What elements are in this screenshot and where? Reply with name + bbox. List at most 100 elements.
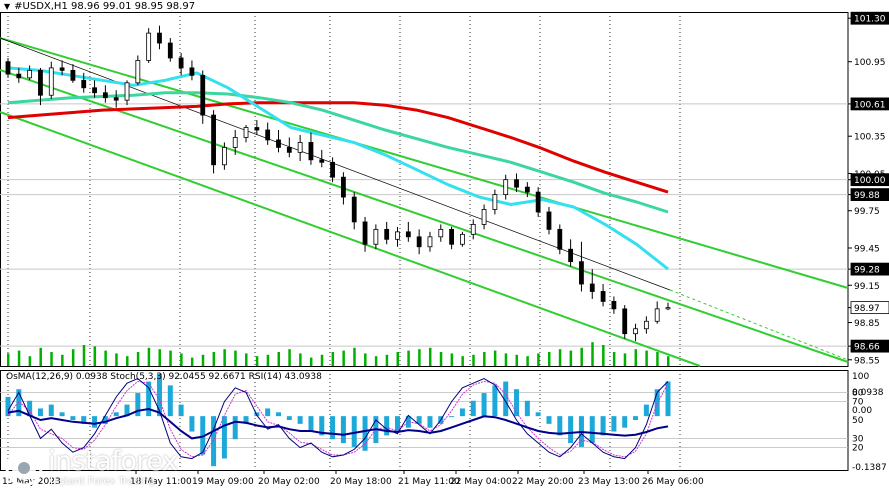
horizontal-levels (0, 103, 848, 347)
candle-body (124, 82, 130, 101)
osma-bar (589, 416, 595, 444)
osc-axis-label: 100 (852, 372, 869, 382)
candle-body (427, 236, 433, 248)
volume-bar (591, 342, 594, 366)
volume-bar (645, 350, 648, 366)
candle-body (492, 194, 498, 210)
candle-body (146, 32, 152, 61)
osma-bar (81, 416, 87, 424)
volume-bar (39, 347, 42, 366)
oscillator-panel (0, 373, 848, 467)
volume-bar (7, 353, 10, 366)
volume-bar (483, 352, 486, 366)
candle-body (546, 211, 552, 230)
volume-bar (61, 354, 64, 366)
price-tag (850, 339, 889, 353)
time-label: 22 May 04:00 (450, 477, 512, 487)
candle-body (470, 223, 476, 235)
price-tag-label: 100.61 (854, 100, 886, 110)
osma-bar (16, 389, 22, 417)
osma-bar (167, 385, 173, 417)
price-tag-label: 98.66 (854, 343, 880, 353)
osma-bar (70, 416, 76, 420)
price-tag-label: 99.88 (854, 191, 880, 201)
channel-line (0, 69, 849, 363)
candle-body (135, 60, 141, 84)
time-label: 20 May 02:00 (258, 477, 320, 487)
candle-body (654, 308, 660, 322)
osma-bar (243, 416, 249, 424)
volume-bar (569, 350, 573, 366)
volume-bar (580, 347, 583, 366)
price-tag (850, 301, 889, 315)
dropdown-arrow-icon[interactable]: ▼ (4, 2, 11, 11)
price-label: 100.95 (854, 58, 886, 68)
candle-body (665, 307, 671, 310)
osma-bar (189, 416, 195, 432)
osma-bar (654, 389, 660, 417)
candle-body (395, 231, 400, 240)
volume-bar (418, 349, 421, 366)
candle-body (189, 67, 195, 76)
time-label: 18 May 11:00 (130, 477, 192, 487)
osma-bar (600, 416, 606, 436)
volume-bar (428, 347, 432, 366)
osma-bar (622, 416, 628, 428)
time-label: 22 May 20:00 (512, 477, 574, 487)
candle-body (221, 146, 227, 166)
candle-body (579, 261, 584, 285)
price-tag-label: 98.97 (854, 304, 880, 314)
osma-bar (633, 416, 639, 420)
volume-bar (266, 354, 270, 366)
volume-bar (277, 352, 280, 366)
candle-body (330, 161, 335, 178)
volume-bar (299, 353, 302, 366)
osma-bar (340, 416, 346, 444)
candle-body (362, 221, 368, 245)
channel-line (0, 111, 701, 367)
volume-bars (7, 342, 670, 366)
candle-body (643, 320, 649, 330)
candle-body (308, 142, 314, 161)
ema-cyan-line (7, 66, 669, 271)
osma-bar (611, 416, 617, 432)
osma-bar (178, 404, 184, 417)
volume-bar (28, 356, 32, 366)
candle-body (460, 233, 465, 245)
volume-bar (396, 352, 400, 366)
candle-body (633, 328, 638, 335)
candle-body (70, 69, 76, 81)
candle-body (254, 127, 260, 131)
osma-bar (92, 416, 98, 428)
candle-body (276, 139, 281, 148)
osma-bar (405, 416, 411, 428)
osc-axis-label: 50 (852, 416, 864, 426)
volume-bar (201, 354, 205, 366)
volume-bar (623, 353, 627, 366)
candle-body (481, 209, 487, 225)
candle-body (373, 228, 379, 245)
osma-bar (265, 408, 271, 417)
candle-body (438, 228, 444, 238)
volume-bar (331, 352, 335, 366)
candle-body (232, 137, 238, 148)
rsi-line (7, 407, 669, 440)
logo-brand: instaforex (48, 446, 178, 477)
osma-bar (557, 416, 563, 436)
osma-bar (395, 416, 401, 432)
candle-body (319, 159, 325, 163)
volume-bar (320, 354, 324, 366)
candle-body (81, 79, 87, 89)
osc-axis-label: 70 (852, 398, 864, 408)
osma-bar (297, 416, 303, 424)
candle-body (524, 186, 530, 193)
osma-bar (275, 412, 281, 417)
osma-bar (5, 396, 11, 417)
instaforex-logo: instaforex Instant Forex Trading (4, 446, 194, 490)
volume-bar (169, 350, 172, 366)
oscillator-label: OsMA(12,26,9) 0.0938 Stoch(5,3,3) 92.045… (6, 372, 322, 382)
volume-bar (255, 356, 259, 366)
osma-bar (492, 385, 498, 417)
